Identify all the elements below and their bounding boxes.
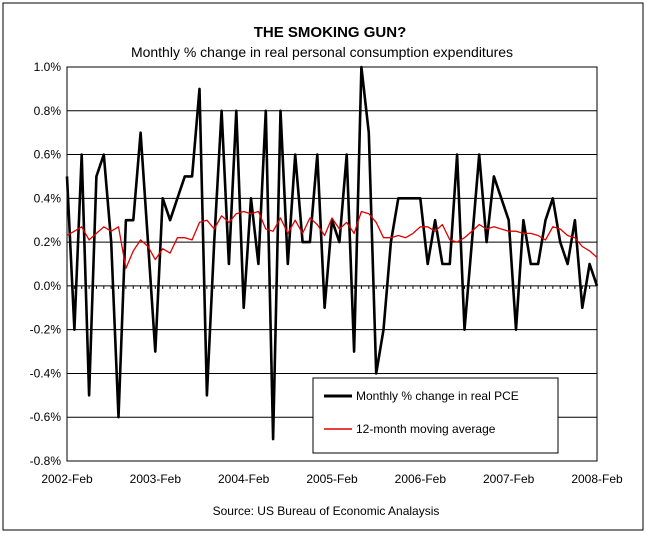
legend-label-monthly: Monthly % change in real PCE — [356, 389, 519, 403]
source-note: Source: US Bureau of Economic Analaysis — [213, 504, 440, 518]
x-axis-ticks: 2002-Feb 2003-Feb 2004-Feb 2005-Feb 2006-Feb… — [41, 472, 623, 486]
y-tick-label: 0.2% — [34, 235, 62, 249]
y-axis-ticks: 1.0% 0.8% 0.6% 0.4% 0.2% 0.0% -0.2% -0.4% -0.6% -… — [30, 60, 62, 468]
y-tick-label: 0.0% — [34, 279, 62, 293]
y-tick-label: 0.8% — [34, 104, 62, 118]
x-tick-label: 2005-Feb — [306, 472, 358, 486]
x-tick-label: 2007-Feb — [483, 472, 535, 486]
y-tick-label: 0.6% — [34, 148, 62, 162]
series-group — [65, 65, 599, 441]
legend-box — [312, 377, 559, 454]
y-tick-label: -0.8% — [30, 454, 62, 468]
legend-label-moving-average: 12-month moving average — [356, 422, 496, 436]
legend: Monthly % change in real PCE 12-month mo… — [312, 377, 559, 454]
y-tick-label: -0.6% — [30, 410, 62, 424]
x-tick-label: 2004-Feb — [218, 472, 270, 486]
series-monthly-pce-line — [65, 65, 599, 441]
chart-title: THE SMOKING GUN? — [254, 24, 407, 41]
y-tick-label: 1.0% — [34, 60, 62, 74]
series-moving-average-line — [66, 210, 598, 270]
chart-subtitle: Monthly % change in real personal consum… — [131, 44, 513, 60]
x-tick-label: 2006-Feb — [395, 472, 447, 486]
x-tick-label: 2003-Feb — [130, 472, 182, 486]
y-tick-label: -0.4% — [30, 366, 62, 380]
y-tick-label: 0.4% — [34, 191, 62, 205]
x-tick-label: 2002-Feb — [41, 472, 93, 486]
y-tick-label: -0.2% — [30, 323, 62, 337]
x-tick-label: 2008-Feb — [571, 472, 623, 486]
